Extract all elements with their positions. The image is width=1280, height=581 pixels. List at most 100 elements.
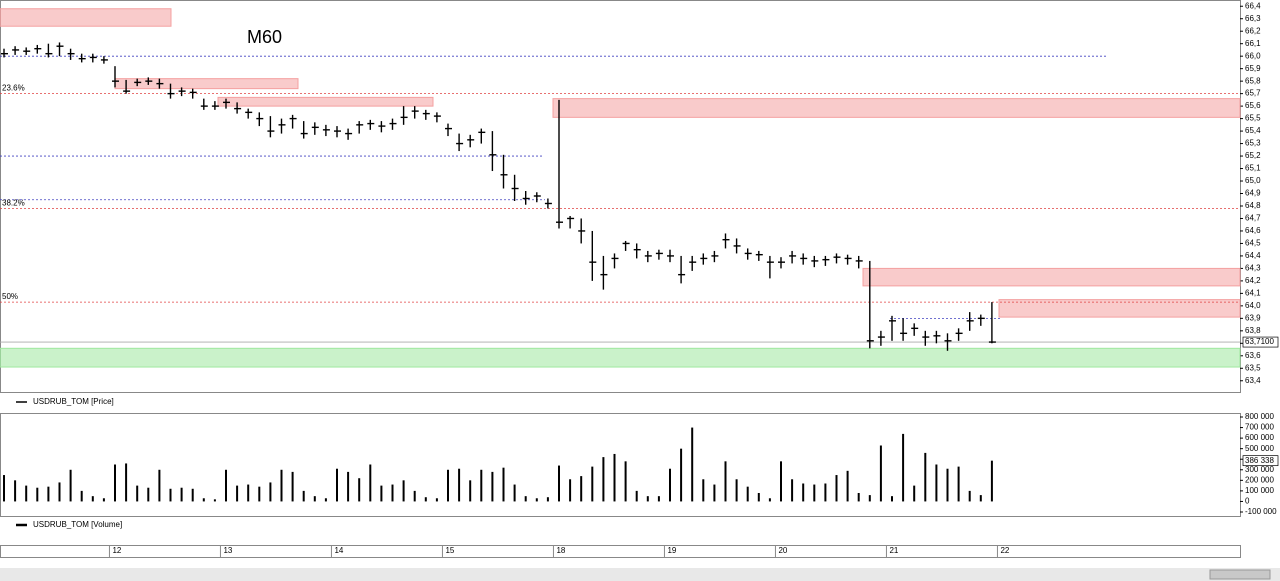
- zone: [217, 96, 434, 107]
- date-label: 18: [556, 546, 565, 555]
- y-tick-label: 66,4: [1245, 1, 1261, 10]
- y-tick-label: 64,1: [1245, 288, 1261, 297]
- y-tick-label: 65,9: [1245, 64, 1261, 73]
- volume-bar: [946, 468, 949, 502]
- y-tick-label: 64,3: [1245, 264, 1261, 273]
- zone: [0, 8, 172, 27]
- date-label: 14: [334, 546, 343, 555]
- volume-bar: [225, 469, 227, 502]
- y-tick-label: 64,9: [1245, 189, 1261, 198]
- y-tick-label: 64,4: [1245, 251, 1261, 260]
- volume-bar: [902, 433, 905, 502]
- y-tick-label: 65,7: [1245, 89, 1261, 98]
- volume-bar: [791, 479, 794, 502]
- volume-bar: [746, 486, 749, 502]
- last-value-box: [1242, 455, 1279, 467]
- y-tick-label: 63,4: [1245, 376, 1261, 385]
- volume-bar: [624, 461, 627, 502]
- y-tick-label: 65,5: [1245, 114, 1261, 123]
- volume-bar: [635, 490, 638, 502]
- volume-bar: [957, 466, 960, 502]
- fib-label: 38.2%: [2, 199, 25, 208]
- scroll-thumb[interactable]: [1209, 569, 1271, 580]
- volume-bar: [413, 490, 416, 502]
- volume-bar: [657, 496, 660, 502]
- zone: [114, 78, 299, 90]
- volume-bar: [302, 490, 305, 502]
- legend-label: USDRUB_TOM [Volume]: [33, 520, 122, 529]
- volume-bar: [979, 495, 982, 502]
- y-tick-label: 65,0: [1245, 176, 1261, 185]
- y-tick-label: 64,2: [1245, 276, 1261, 285]
- volume-bar: [802, 483, 805, 502]
- y-tick-label: 300 000: [1245, 465, 1274, 474]
- scrollbar[interactable]: [0, 568, 1280, 581]
- volume-bar: [602, 457, 605, 502]
- volume-bar: [868, 495, 871, 502]
- volume-bar: [990, 460, 993, 502]
- volume-bar: [669, 468, 671, 502]
- volume-bar: [613, 453, 616, 502]
- y-tick-label: 500 000: [1245, 444, 1274, 453]
- volume-bar: [347, 471, 350, 502]
- volume-bar: [380, 485, 383, 502]
- volume-bar: [913, 485, 916, 502]
- y-tick-label: 65,8: [1245, 76, 1261, 85]
- volume-bar: [491, 471, 494, 502]
- volume-bar: [435, 498, 438, 502]
- y-tick-label: 64,7: [1245, 214, 1261, 223]
- y-tick-label: 64,6: [1245, 226, 1261, 235]
- y-tick-label: 600 000: [1245, 433, 1274, 442]
- volume-bar: [147, 487, 150, 502]
- legend-label: USDRUB_TOM [Price]: [33, 397, 114, 406]
- volume-bar: [813, 484, 816, 502]
- volume-bar: [313, 496, 316, 502]
- y-tick-label: 66,3: [1245, 14, 1261, 23]
- y-tick-label: -100 000: [1245, 507, 1277, 516]
- volume-panel: [0, 413, 1241, 517]
- volume-bar: [735, 479, 738, 502]
- volume-bar: [935, 464, 938, 502]
- zone: [552, 98, 1241, 118]
- timeframe-label: M60: [247, 27, 282, 47]
- y-tick-label: 65,1: [1245, 164, 1261, 173]
- volume-bar: [646, 496, 649, 502]
- volume-bar: [424, 497, 427, 502]
- volume-bar: [879, 445, 882, 502]
- volume-bar: [202, 498, 205, 502]
- volume-bar: [247, 484, 250, 502]
- volume-bar: [524, 496, 527, 502]
- volume-bar: [691, 427, 694, 502]
- volume-bar: [480, 469, 483, 502]
- volume-bar: [535, 498, 538, 502]
- date-axis: [0, 545, 1241, 558]
- volume-bar: [458, 468, 461, 502]
- volume-bar: [680, 448, 683, 502]
- volume-bar: [191, 488, 194, 502]
- y-tick-label: 66,2: [1245, 26, 1261, 35]
- volume-bar: [502, 467, 505, 502]
- volume-bar: [824, 483, 827, 502]
- last-value-box: [1242, 336, 1279, 348]
- y-tick-label: 700 000: [1245, 423, 1274, 432]
- volume-bar: [114, 464, 116, 502]
- volume-bar: [91, 496, 94, 502]
- volume-bar: [780, 461, 782, 502]
- y-tick-label: 0: [1245, 497, 1250, 506]
- volume-bar: [336, 468, 338, 502]
- y-tick-label: 65,6: [1245, 101, 1261, 110]
- last-value-label: 63,7100: [1245, 337, 1274, 346]
- volume-bar: [280, 469, 283, 502]
- volume-bar: [47, 486, 50, 502]
- volume-bar: [136, 485, 139, 502]
- date-label: 21: [889, 546, 898, 555]
- date-label: 13: [223, 546, 232, 555]
- volume-bar: [835, 475, 838, 502]
- volume-bar: [713, 484, 716, 502]
- volume-bar: [513, 484, 516, 502]
- volume-bar: [180, 487, 183, 502]
- last-value-label: 386 338: [1245, 456, 1274, 465]
- volume-bar: [102, 498, 105, 502]
- volume-bar: [724, 461, 727, 502]
